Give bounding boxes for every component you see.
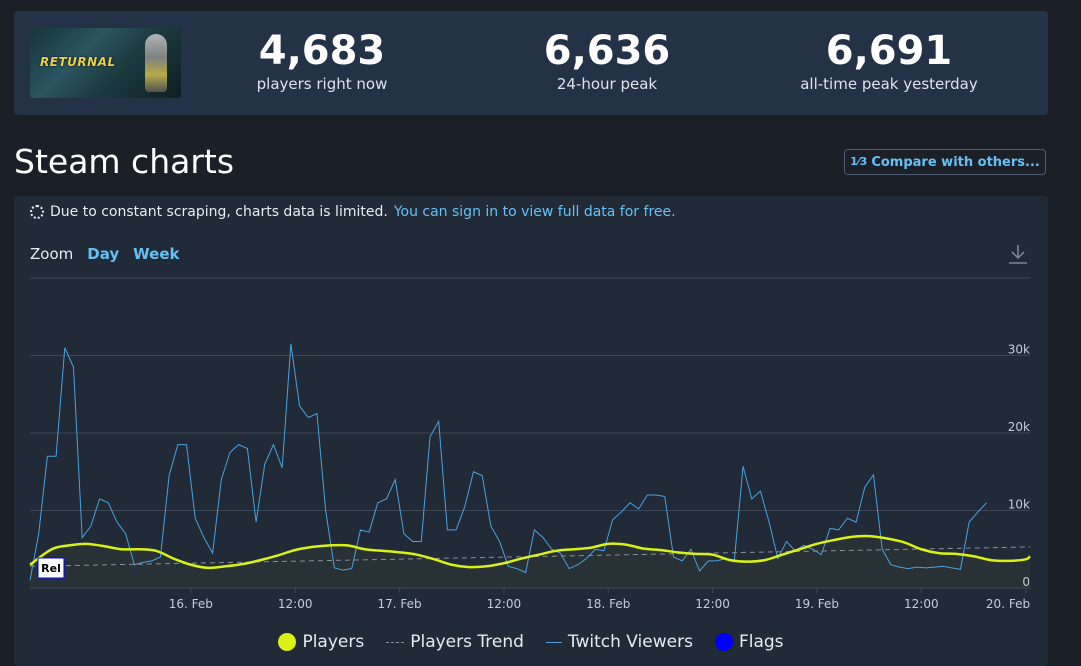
y-axis-ticks: 0 10k 20k 30k bbox=[1008, 343, 1030, 590]
legend-label: Flags bbox=[738, 632, 784, 652]
x-tick-label: 16. Feb bbox=[169, 597, 213, 611]
compare-button[interactable]: 1⁄3 Compare with others... bbox=[844, 149, 1046, 175]
legend-item-flags[interactable]: Flags bbox=[714, 632, 784, 652]
scraping-notice: Due to constant scraping, charts data is… bbox=[30, 204, 676, 220]
y-tick-label: 10k bbox=[1008, 498, 1030, 512]
legend-label: Twitch Viewers bbox=[567, 632, 693, 652]
game-art-figure bbox=[145, 34, 167, 92]
flags-legend-marker bbox=[714, 633, 733, 651]
twitch-legend-marker bbox=[545, 641, 562, 643]
chart-legend: Players Players Trend Twitch Viewers Fla… bbox=[14, 632, 1048, 652]
dashed-circle-icon bbox=[30, 205, 44, 219]
players-legend-marker bbox=[278, 633, 297, 651]
compare-button-label: Compare with others... bbox=[871, 154, 1040, 170]
y-tick-label: 0 bbox=[1022, 575, 1030, 589]
trend-legend-marker bbox=[386, 641, 405, 643]
x-tick-label: 12:00 bbox=[487, 597, 522, 611]
legend-item-twitch-viewers[interactable]: Twitch Viewers bbox=[545, 632, 693, 652]
players-area-fill bbox=[30, 535, 1030, 588]
x-tick-label: 18. Feb bbox=[586, 597, 630, 611]
stats-bar: RETURNAL 4,683 players right now 6,636 2… bbox=[14, 11, 1048, 115]
stat-label: 24-hour peak bbox=[556, 75, 658, 93]
stat-label: all-time peak yesterday bbox=[800, 75, 978, 93]
zoom-day-button[interactable]: Day bbox=[87, 245, 120, 263]
stat-all-time-peak: 6,691 all-time peak yesterday bbox=[786, 29, 992, 95]
x-tick-label: 20. Feb bbox=[986, 597, 1030, 611]
flag-box bbox=[37, 557, 65, 579]
stat-label: players right now bbox=[256, 75, 388, 93]
notice-text: Due to constant scraping, charts data is… bbox=[50, 204, 388, 220]
y-tick-label: 20k bbox=[1008, 420, 1030, 434]
zoom-week-button[interactable]: Week bbox=[133, 245, 180, 263]
y-tick-label: 30k bbox=[1008, 343, 1030, 357]
stat-value: 6,636 bbox=[543, 28, 671, 74]
stat-value: 4,683 bbox=[258, 28, 386, 74]
stat-players-now: 4,683 players right now bbox=[239, 29, 405, 95]
chart-grid bbox=[30, 277, 1030, 589]
chart-card: Due to constant scraping, charts data is… bbox=[14, 196, 1048, 666]
x-tick-label: 19. Feb bbox=[795, 597, 839, 611]
x-axis-ticks: 16. Feb 12:00 17. Feb 12:00 18. Feb 12:00 19. … bbox=[169, 588, 1030, 611]
series-players-line bbox=[29, 534, 1031, 570]
zoom-label: Zoom bbox=[30, 245, 74, 263]
game-logo: RETURNAL bbox=[40, 55, 116, 69]
x-tick-label: 12:00 bbox=[278, 597, 313, 611]
series-players-trend-line bbox=[29, 546, 1031, 567]
legend-item-players[interactable]: Players bbox=[278, 632, 364, 652]
x-tick-label: 12:00 bbox=[904, 597, 939, 611]
release-flag[interactable]: Rel bbox=[37, 557, 65, 579]
series-twitch-viewers-line bbox=[29, 343, 987, 581]
game-thumbnail[interactable]: RETURNAL bbox=[30, 28, 181, 98]
x-tick-label: 17. Feb bbox=[377, 597, 421, 611]
stat-24h-peak: 6,636 24-hour peak bbox=[524, 29, 690, 95]
download-icon[interactable] bbox=[1006, 242, 1030, 266]
legend-item-players-trend[interactable]: Players Trend bbox=[386, 632, 524, 652]
sign-in-link[interactable]: You can sign in to view full data for fr… bbox=[393, 204, 676, 220]
chart-plot: 0 10k 20k 30k 16. Feb 12:00 17. Feb 12:00 18. F… bbox=[29, 277, 1031, 611]
fraction-icon: 1⁄3 bbox=[850, 155, 868, 168]
legend-label: Players Trend bbox=[410, 632, 524, 652]
legend-label: Players bbox=[302, 632, 365, 652]
zoom-controls: Zoom Day Week bbox=[30, 245, 179, 263]
x-tick-label: 12:00 bbox=[695, 597, 730, 611]
stat-value: 6,691 bbox=[825, 28, 953, 74]
flag-label: Rel bbox=[41, 562, 61, 575]
page-title: Steam charts bbox=[14, 142, 235, 181]
